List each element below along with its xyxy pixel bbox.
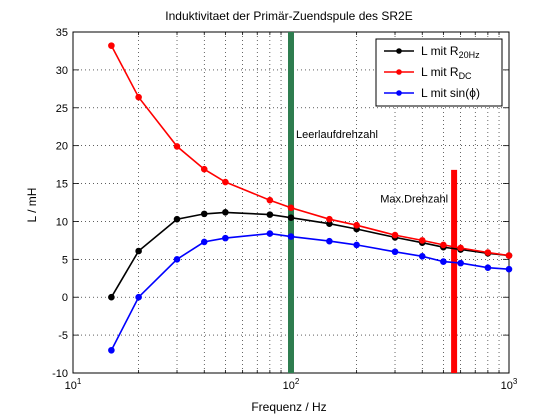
data-point — [353, 221, 360, 229]
data-point — [266, 196, 274, 204]
marker-label-max: Max.Drehzahl — [380, 194, 448, 206]
data-point — [326, 215, 333, 223]
data-point — [108, 346, 115, 354]
data-point — [200, 165, 208, 173]
x-tick-label: 101 — [65, 377, 82, 392]
data-point — [108, 42, 115, 49]
y-axis-title: L / mH — [25, 188, 39, 223]
y-tick-label: -5 — [58, 330, 68, 342]
legend-swatch-marker — [396, 69, 402, 75]
data-point — [418, 253, 426, 260]
data-point — [266, 230, 274, 237]
data-point — [135, 93, 142, 101]
data-point — [484, 264, 492, 271]
data-point — [200, 210, 208, 218]
y-tick-label: 25 — [56, 103, 68, 115]
data-point — [200, 238, 208, 246]
data-point — [326, 237, 333, 245]
data-point — [391, 248, 399, 256]
plot-area: 101 102 103 -10 -5 0 5 10 15 20 25 30 35 Leerlaufdreh… — [52, 27, 518, 392]
marker-label-leerlauf: Leerlaufdrehzahl — [296, 129, 378, 141]
data-point — [108, 293, 115, 301]
data-point — [505, 252, 513, 259]
y-tick-label: 20 — [56, 141, 68, 153]
y-tick-label: 10 — [56, 216, 68, 228]
legend-swatch-marker — [396, 90, 402, 96]
y-tick-label: 5 — [62, 254, 68, 266]
data-point — [287, 204, 295, 212]
data-point — [287, 233, 295, 240]
y-tick-label: 0 — [62, 292, 68, 304]
data-point — [418, 237, 426, 244]
data-point — [173, 143, 181, 150]
data-point — [222, 178, 229, 186]
y-tick-label: 30 — [56, 65, 68, 77]
data-point — [391, 231, 399, 239]
legend-entry: L mit RDC — [421, 65, 472, 81]
y-tick-label: -10 — [52, 368, 68, 380]
data-point — [457, 244, 464, 252]
data-point — [287, 214, 295, 221]
y-tick-label: 15 — [56, 179, 68, 191]
data-point — [266, 211, 274, 218]
y-tick-label: 35 — [56, 27, 68, 39]
data-point — [222, 234, 229, 242]
legend-entry: L mit R20Hz — [421, 44, 480, 60]
data-point — [457, 259, 464, 267]
x-tick-label: 102 — [283, 377, 300, 392]
data-point — [484, 249, 492, 256]
data-point — [353, 241, 360, 249]
data-point — [505, 265, 513, 273]
data-point — [440, 241, 447, 249]
chart-title: Induktivitaet der Primär-Zuendspule des … — [165, 9, 412, 23]
data-point — [173, 256, 181, 263]
legend-swatch-marker — [396, 48, 402, 54]
data-point — [135, 247, 142, 255]
data-point — [440, 258, 447, 265]
legend-entry: L mit sin(ϕ) — [421, 86, 480, 100]
data-point — [135, 293, 142, 301]
x-axis-title: Frequenz / Hz — [251, 400, 326, 414]
x-tick-label: 103 — [501, 377, 518, 392]
data-point — [173, 215, 181, 223]
data-point — [222, 209, 229, 216]
